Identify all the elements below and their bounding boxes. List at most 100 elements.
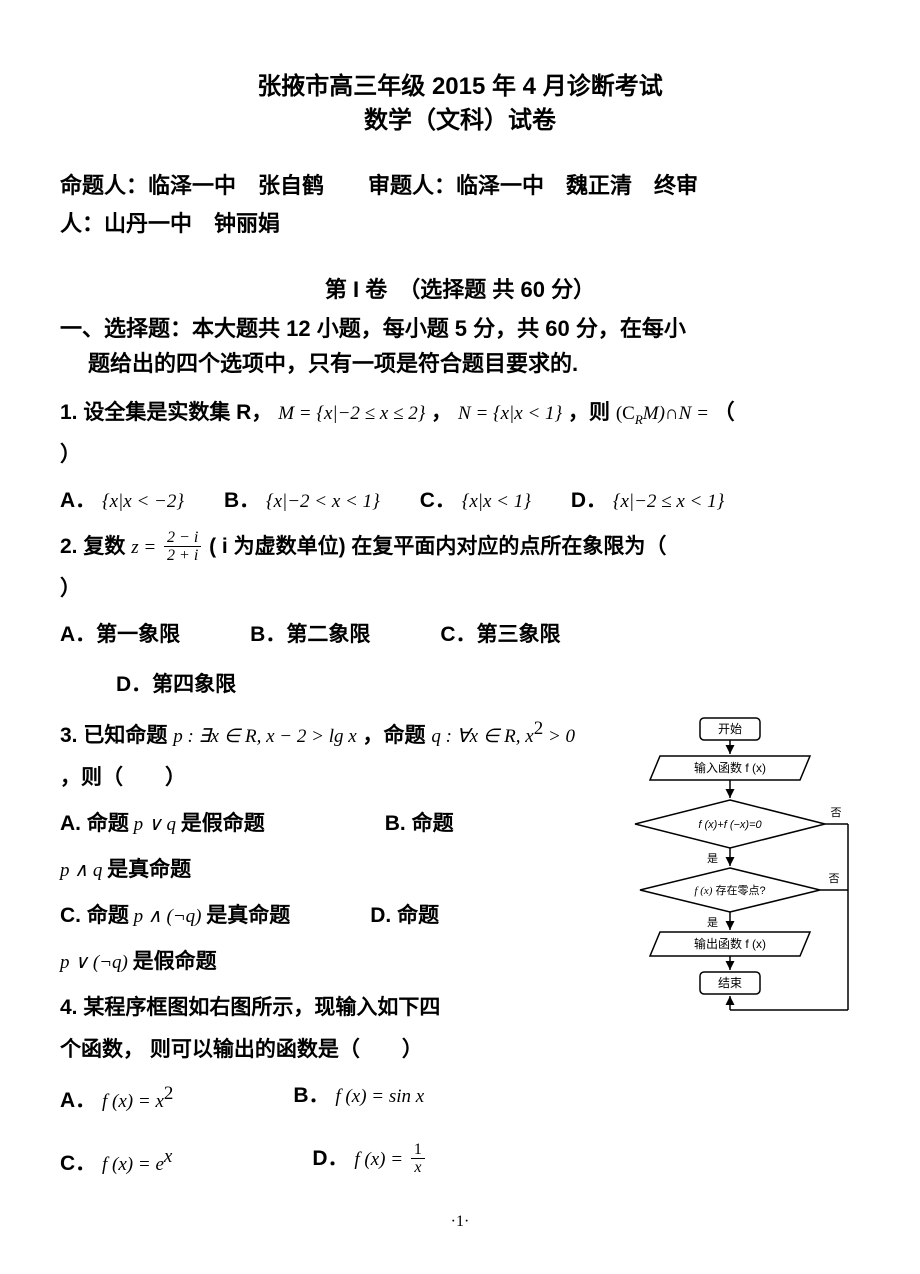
q3-optD-post: 是假命题 (133, 950, 217, 973)
q3-optA-math: p ∨ q (129, 814, 181, 835)
q3-optB-math: p ∧ q (60, 860, 107, 881)
q1-optB-label: B． (224, 489, 260, 512)
q3-optB-line2: p ∧ q 是真命题 (60, 849, 590, 891)
question-2: 2. 复数 z = 2 − i 2 + i ( i 为虚数单位) 在复平面内对应… (60, 526, 860, 610)
authors-line-2: 人：山丹一中 钟丽娟 (60, 205, 860, 242)
q1-option-b: B． {x|−2 < x < 1} (224, 480, 380, 522)
q3-optA-post: 是假命题 (181, 812, 265, 835)
instructions-line-2: 题给出的四个选项中，只有一项是符合题目要求的. (60, 346, 860, 381)
q3-q-sup: 2 (534, 718, 544, 739)
q3-optD-math: p ∨ (¬q) (60, 952, 133, 973)
q1-expr-open: (C (616, 403, 635, 424)
flow-cond2-text: f (x) 存在零点? (694, 883, 765, 897)
q4-options-row2: C． f (x) = ex D． f (x) = 1 x (60, 1138, 590, 1185)
exam-title: 张掖市高三年级 2015 年 4 月诊断考试 数学（文科）试卷 (60, 70, 860, 137)
flow-cond2-yes-label: 是 (707, 916, 718, 929)
q2-paren-close: ） (60, 577, 81, 600)
q3-row1: A. 命题 p ∨ q 是假命题 B. 命题 (60, 803, 590, 845)
q1-option-c: C． {x|x < 1} (420, 480, 531, 522)
q1-optC-label: C． (420, 489, 456, 512)
q4-option-a: A． f (x) = x2 (60, 1075, 173, 1122)
q4-optC-label: C． (60, 1152, 96, 1175)
q1-optB-math: {x|−2 < x < 1} (266, 491, 380, 512)
section-header: 第 I 卷 （选择题 共 60 分） (60, 272, 860, 307)
flow-cond1-no-label: 否 (831, 807, 842, 819)
q2-frac-num: 2 − i (164, 529, 201, 548)
q2-stem-pre: 2. 复数 (60, 535, 125, 558)
flow-cond1-text: f (x)+f (−x)=0 (698, 819, 762, 831)
q1-expr-rest: M)∩N = (643, 403, 709, 424)
q3-option-b-pre: B. 命题 (385, 803, 454, 845)
flow-output-text: 输出函数 f (x) (694, 936, 766, 951)
instructions-line-1: 一、选择题：本大题共 12 小题，每小题 5 分，共 60 分，在每小 (60, 316, 686, 341)
question-1: 1. 设全集是实数集 R， M = {x|−2 ≤ x ≤ 2} ， N = {… (60, 392, 860, 476)
section-instructions: 一、选择题：本大题共 12 小题，每小题 5 分，共 60 分，在每小 题给出的… (60, 311, 860, 381)
title-line-2: 数学（文科）试卷 (60, 104, 860, 138)
q4-line2: 个函数， 则可以输出的函数是（ ） (60, 1029, 590, 1071)
q3-option-d-pre: D. 命题 (370, 895, 439, 937)
q3-optC-post: 是真命题 (206, 904, 290, 927)
question-3: 3. 已知命题 p : ∃x ∈ R, x − 2 > lg x ，命题 q :… (60, 710, 590, 799)
q3-stem-pre: 3. 已知命题 (60, 724, 167, 747)
q3-tail: ，则（ ） (60, 766, 186, 789)
q4-optD-den: x (411, 1159, 425, 1177)
q2-option-d: D．第四象限 (60, 664, 860, 706)
q1-expr: (CRM)∩N = (616, 403, 714, 424)
title-line-1: 张掖市高三年级 2015 年 4 月诊断考试 (60, 70, 860, 104)
q3-optA-pre: A. 命题 (60, 812, 129, 835)
q1-expr-sub: R (635, 411, 643, 426)
q3-option-c: C. 命题 p ∧ (¬q) 是真命题 (60, 895, 290, 937)
q1-paren-close: ） (60, 443, 81, 466)
q1-options: A． {x|x < −2} B． {x|−2 < x < 1} C． {x|x … (60, 480, 860, 522)
q3-row2: C. 命题 p ∧ (¬q) 是真命题 D. 命题 (60, 895, 590, 937)
q4-optD-pre: f (x) = (354, 1149, 403, 1170)
q1-optD-math: {x|−2 ≤ x < 1} (613, 491, 724, 512)
q4-optC-sup: x (164, 1146, 172, 1167)
q3-q-def-pre: q : ∀x ∈ R, x (431, 726, 533, 747)
q3-sep1: ，命题 (363, 724, 426, 747)
q1-stem-pre: 1. 设全集是实数集 R， (60, 401, 272, 424)
flow-input-text: 输入函数 f (x) (694, 760, 766, 775)
q1-option-d: D． {x|−2 ≤ x < 1} (571, 480, 724, 522)
q2-frac-den: 2 + i (164, 547, 201, 565)
flowchart-container: 开始 输入函数 f (x) f (x)+f (−x)=0 否 是 f (x) 存… (610, 710, 860, 1054)
q3-optB-post: 是真命题 (107, 858, 191, 881)
q1-sep2: ，则 (568, 401, 610, 424)
q1-set-M: M = {x|−2 ≤ x ≤ 2} (278, 403, 425, 424)
q4-optB-math: f (x) = sin x (335, 1086, 424, 1107)
q4-optA-sup: 2 (164, 1083, 174, 1104)
q1-sep1: ， (431, 401, 458, 424)
q3-optC-math: p ∧ (¬q) (129, 906, 206, 927)
q1-optC-math: {x|x < 1} (462, 491, 531, 512)
q4-option-d: D． f (x) = 1 x (312, 1138, 427, 1185)
q1-option-a: A． {x|x < −2} (60, 480, 184, 522)
flow-cond2-no-label: 否 (829, 873, 840, 885)
q1-optD-label: D． (571, 489, 607, 512)
q1-optA-math: {x|x < −2} (102, 491, 184, 512)
q4-option-b: B． f (x) = sin x (293, 1075, 424, 1122)
question-4: 4. 某程序框图如右图所示，现输入如下四 个函数， 则可以输出的函数是（ ） (60, 987, 590, 1071)
flow-end-text: 结束 (718, 976, 742, 990)
flow-start-text: 开始 (718, 722, 742, 736)
q4-optD-label: D． (312, 1147, 348, 1170)
q3-option-a: A. 命题 p ∨ q 是假命题 (60, 803, 265, 845)
q1-paren-open: （ (714, 401, 735, 424)
q2-fraction: 2 − i 2 + i (164, 529, 201, 565)
page-number: ·1· (60, 1209, 860, 1235)
authors-line-1: 命题人：临泽一中 张自鹤 审题人：临泽一中 魏正清 终审 (60, 167, 860, 204)
q4-option-c: C． f (x) = ex (60, 1138, 172, 1185)
authors-block: 命题人：临泽一中 张自鹤 审题人：临泽一中 魏正清 终审 人：山丹一中 钟丽娟 (60, 167, 860, 242)
q1-set-N: N = {x|x < 1} (458, 403, 562, 424)
q2-z-eq: z = (131, 537, 156, 558)
q2-option-c: C．第三象限 (440, 614, 560, 656)
q4-options-row1: A． f (x) = x2 B． f (x) = sin x (60, 1075, 590, 1122)
q2-option-b: B．第二象限 (250, 614, 370, 656)
q1-optA-label: A． (60, 489, 96, 512)
q4-optA-math: f (x) = x (102, 1091, 164, 1112)
q3-q-tail: > 0 (543, 726, 575, 747)
q4-optC-math: f (x) = e (102, 1154, 164, 1175)
q2-note: ( i 为虚数单位) 在复平面内对应的点所在象限为（ (209, 535, 666, 558)
q3-optC-pre: C. 命题 (60, 904, 129, 927)
flow-cond1-yes-label: 是 (707, 852, 718, 865)
q4-optB-label: B． (293, 1084, 329, 1107)
